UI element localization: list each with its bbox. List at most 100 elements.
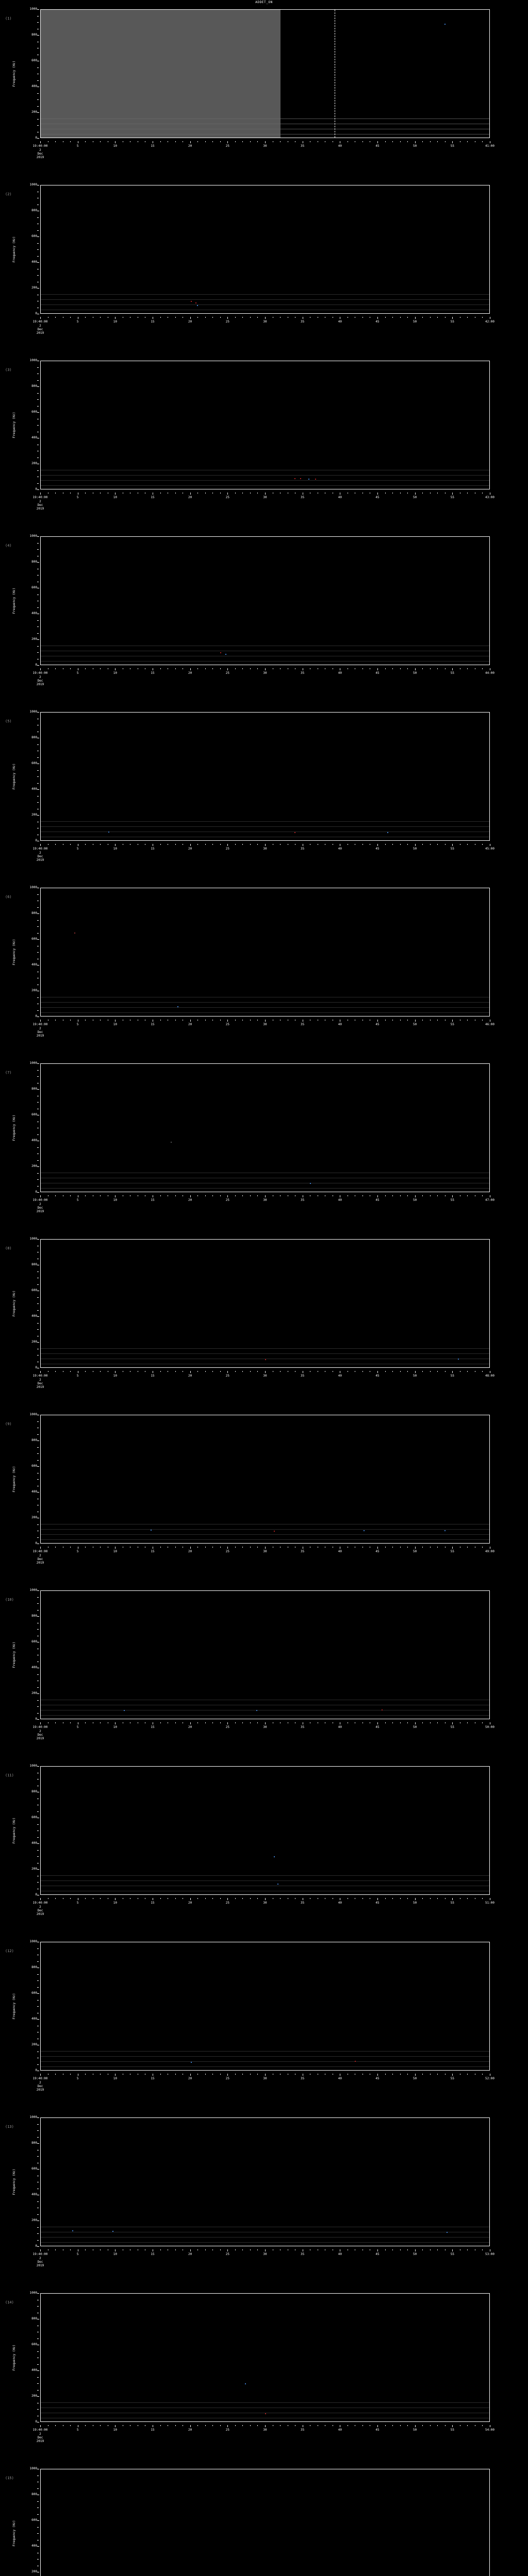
x-minor-tick-mark xyxy=(392,1020,393,1021)
y-minor-tick-mark xyxy=(37,1980,39,1981)
x-tick-label: 51:00 xyxy=(485,1901,495,1905)
spectrogram-panel: 1000 800 600 400 200 0 Frequency (Hz) (10) 19:40… xyxy=(0,1589,528,1745)
spectrogram-axes[interactable] xyxy=(40,536,490,665)
x-tick-label: 50 xyxy=(413,847,417,851)
y-minor-tick-mark xyxy=(37,1850,39,1851)
y-minor-tick-mark xyxy=(37,620,39,621)
x-minor-tick-mark xyxy=(85,493,86,494)
y-tick-label: 200 xyxy=(31,110,37,114)
spectrogram-axes[interactable] xyxy=(40,2117,490,2246)
x-minor-tick-mark xyxy=(235,668,236,669)
x-tick-label: 35 xyxy=(301,1725,305,1729)
x-minor-tick-mark xyxy=(407,1020,408,1021)
y-minor-tick-mark xyxy=(37,1460,39,1461)
y-tick-label: 0 xyxy=(35,1893,37,1896)
y-minor-tick-mark xyxy=(37,1479,39,1480)
x-minor-tick-mark xyxy=(400,2425,401,2426)
y-tick-mark xyxy=(37,489,39,490)
x-minor-tick-mark xyxy=(100,493,101,494)
x-minor-tick-mark xyxy=(175,493,176,494)
x-tick-mark xyxy=(452,668,453,670)
spectrogram-axes[interactable] xyxy=(40,1415,490,1544)
x-minor-tick-mark xyxy=(437,493,438,494)
y-tick-label: 1000 xyxy=(29,359,37,362)
spectrogram-axes[interactable] xyxy=(40,2293,490,2422)
y-tick-label: 200 xyxy=(31,1164,37,1168)
y-tick-label: 1000 xyxy=(29,1764,37,1768)
pick-marker xyxy=(265,2413,266,2414)
x-tick-row: 19:40:00 5 10 15 20 25 30 35 40 45 50 55 46:00 xyxy=(33,1020,494,1026)
x-tick-label: 30 xyxy=(263,1901,267,1905)
x-minor-tick-mark xyxy=(100,668,101,669)
x-tick-label: 45:00 xyxy=(485,847,495,851)
x-tick-label: 44:00 xyxy=(485,671,495,675)
baseline-trace-line xyxy=(41,2061,489,2062)
y-tick-mark xyxy=(37,939,39,940)
x-minor-tick-mark xyxy=(205,1371,206,1372)
spectrogram-axes[interactable] xyxy=(40,185,490,314)
x-minor-tick-mark xyxy=(242,2249,243,2250)
x-axis: 19:40:00 5 10 15 20 25 30 35 40 45 50 55 53:00 2 Dec … xyxy=(33,2249,494,2267)
x-tick-mark xyxy=(415,2249,416,2251)
x-minor-tick-mark xyxy=(85,1020,86,1021)
x-tick-label: 5 xyxy=(76,1198,79,1202)
y-tick-label: 600 xyxy=(31,410,37,414)
spectrogram-axes[interactable] xyxy=(40,712,490,841)
x-tick-row: 19:40:00 5 10 15 20 25 30 35 40 45 50 55 44:00 xyxy=(33,668,494,675)
y-tick-label: 0 xyxy=(35,1014,37,1018)
spectrogram-axes[interactable] xyxy=(40,1590,490,1719)
y-axis: 1000 800 600 400 200 0 Frequency (Hz) (7) xyxy=(0,1062,39,1194)
spectrogram-axes[interactable] xyxy=(40,1239,490,1368)
x-minor-tick-mark xyxy=(444,317,446,318)
y-tick-mark xyxy=(37,1466,39,1467)
x-tick-label: 19:40:00 xyxy=(32,1725,48,1729)
x-minor-tick-mark xyxy=(257,1547,258,1548)
x-minor-tick-mark xyxy=(212,1371,213,1372)
x-tick-label: 20 xyxy=(188,144,192,148)
x-tick-mark xyxy=(227,317,228,319)
x-minor-tick-mark xyxy=(422,1195,423,1196)
spectrogram-axes[interactable] xyxy=(40,1063,490,1192)
x-tick-mark xyxy=(265,2425,266,2427)
pick-marker xyxy=(274,1856,275,1857)
spectrogram-panel: 1000 800 600 400 200 0 Frequency (Hz) (2) 19:40:… xyxy=(0,183,528,340)
x-axis-date-label: 2 Dec 2019 xyxy=(36,324,44,335)
x-axis: 19:40:00 5 10 15 20 25 30 35 40 45 50 55 47:00 2 Dec … xyxy=(33,1195,494,1213)
x-minor-tick-mark xyxy=(257,844,258,845)
x-minor-tick-mark xyxy=(100,2249,101,2250)
x-minor-tick-mark xyxy=(220,493,221,494)
y-tick-label: 400 xyxy=(31,1666,37,1669)
x-minor-tick-mark xyxy=(205,2074,206,2075)
spectrogram-axes[interactable] xyxy=(40,888,490,1016)
x-minor-tick-mark xyxy=(422,141,423,142)
x-minor-tick-mark xyxy=(482,1020,483,1021)
x-minor-tick-mark xyxy=(392,2249,393,2250)
x-tick-label: 15 xyxy=(151,2428,155,2432)
y-tick-label: 1000 xyxy=(29,2115,37,2119)
x-tick-label: 55 xyxy=(450,144,454,148)
x-minor-tick-mark xyxy=(197,1371,199,1372)
x-minor-tick-mark xyxy=(444,2074,446,2075)
x-tick-label: 15 xyxy=(151,847,155,851)
baseline-trace-line xyxy=(41,304,489,306)
spectrogram-axes[interactable] xyxy=(40,9,490,138)
x-minor-tick-mark xyxy=(70,1722,71,1723)
x-minor-tick-mark xyxy=(197,2074,199,2075)
x-tick-mark xyxy=(227,1020,228,1022)
x-minor-tick-mark xyxy=(444,1195,446,1196)
y-tick-label: 400 xyxy=(31,612,37,615)
x-minor-tick-mark xyxy=(205,1195,206,1196)
y-minor-tick-mark xyxy=(37,2137,39,2138)
y-axis: 1000 800 600 400 200 0 Frequency (Hz) (6) xyxy=(0,886,39,1018)
spectrogram-axes[interactable] xyxy=(40,1766,490,1895)
y-tick-label: 800 xyxy=(31,2317,37,2320)
x-minor-tick-mark xyxy=(220,668,221,669)
x-minor-tick-mark xyxy=(175,2074,176,2075)
spectrogram-axes[interactable] xyxy=(40,361,490,489)
spectrogram-axes[interactable] xyxy=(40,1942,490,2071)
spectrogram-axes[interactable] xyxy=(40,2469,490,2576)
x-minor-tick-mark xyxy=(250,1547,251,1548)
x-axis: 19:40:00 5 10 15 20 25 30 35 40 45 50 55 52:00 2 Dec … xyxy=(33,2074,494,2092)
x-minor-tick-mark xyxy=(250,493,251,494)
x-tick-mark xyxy=(265,317,266,319)
